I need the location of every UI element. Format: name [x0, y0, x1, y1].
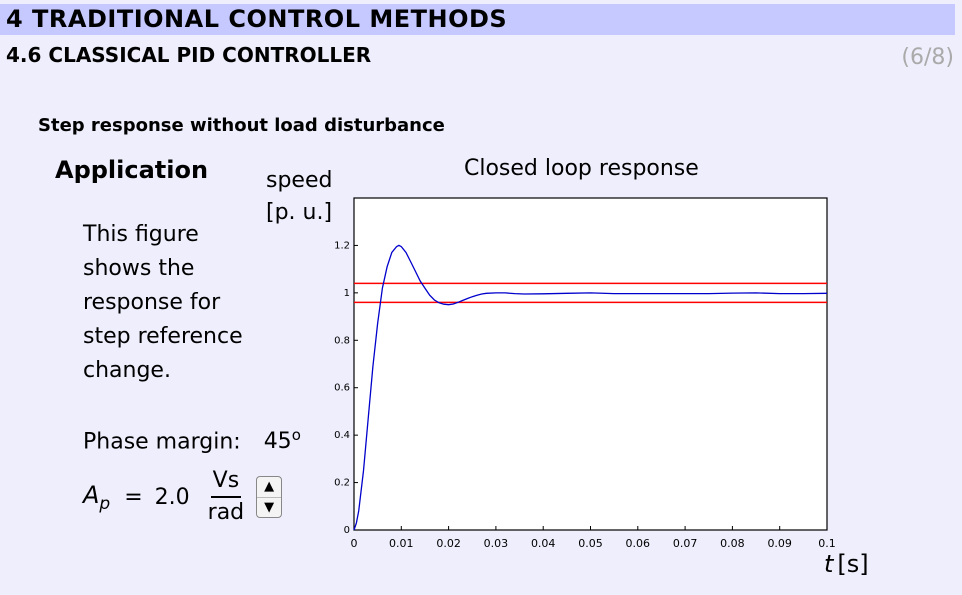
y-axis-label: speed [p. u.] — [266, 165, 332, 229]
chapter-header: 4 TRADITIONAL CONTROL METHODS — [0, 4, 955, 35]
y-axis-label-line1: speed — [266, 168, 333, 193]
y-axis-label-line2: [p. u.] — [266, 200, 333, 225]
y-tick-label: 0.4 — [334, 430, 350, 441]
y-tick-label: 0.6 — [334, 383, 350, 394]
description-text: This figure shows the response for step … — [83, 222, 243, 383]
x-axis-unit: [s] — [837, 550, 869, 578]
page-indicator: (6/8) — [901, 45, 954, 70]
y-tick-label: 0.2 — [334, 478, 350, 489]
phase-margin-value: 45 — [263, 429, 292, 455]
x-tick-label: 0.08 — [720, 537, 745, 550]
y-tick-label: 0.8 — [334, 335, 350, 346]
y-tick-label: 1 — [344, 288, 350, 299]
plot-area — [353, 197, 828, 531]
phase-margin: Phase margin: 45o — [83, 426, 301, 454]
section-header: 4.6 CLASSICAL PID CONTROLLER — [6, 43, 372, 67]
stepper-down-icon[interactable]: ▼ — [257, 496, 282, 518]
x-axis-symbol: t — [824, 550, 834, 578]
application-title: Application — [55, 156, 209, 184]
x-tick-label: 0.09 — [767, 537, 792, 550]
series-line — [353, 244, 828, 531]
x-tick-label: 0.1 — [818, 537, 836, 550]
x-tick-label: 0.03 — [484, 537, 509, 550]
ap-unit-numerator: Vs — [210, 468, 242, 498]
y-tick-label: 0 — [344, 525, 350, 536]
x-tick-label: 0.07 — [673, 537, 698, 550]
degree-symbol: o — [291, 426, 301, 444]
x-tick-label: 0 — [351, 537, 358, 550]
x-tick-label: 0.05 — [578, 537, 603, 550]
ap-symbol: Ap — [83, 480, 111, 514]
x-tick-label: 0.06 — [626, 537, 651, 550]
ap-parameter: Ap = 2.0 Vs rad ▲ ▼ — [83, 462, 283, 532]
stepper-up-icon[interactable]: ▲ — [264, 479, 275, 495]
x-tick-label: 0.02 — [436, 537, 461, 550]
ap-unit-denominator: rad — [207, 500, 245, 525]
x-tick-label: 0.04 — [531, 537, 556, 550]
ap-equals: = — [124, 484, 143, 510]
x-tick-label: 0.01 — [389, 537, 414, 550]
phase-margin-label: Phase margin: — [83, 429, 241, 455]
y-tick-label: 1.2 — [334, 240, 350, 251]
ap-value: 2.0 — [154, 484, 190, 510]
ap-stepper[interactable]: ▲ ▼ — [256, 476, 283, 518]
x-axis-label: t [s] — [824, 550, 869, 578]
chart-title: Closed loop response — [464, 156, 699, 181]
slide-subtitle: Step response without load disturbance — [38, 115, 445, 136]
ap-unit: Vs rad — [208, 468, 245, 526]
